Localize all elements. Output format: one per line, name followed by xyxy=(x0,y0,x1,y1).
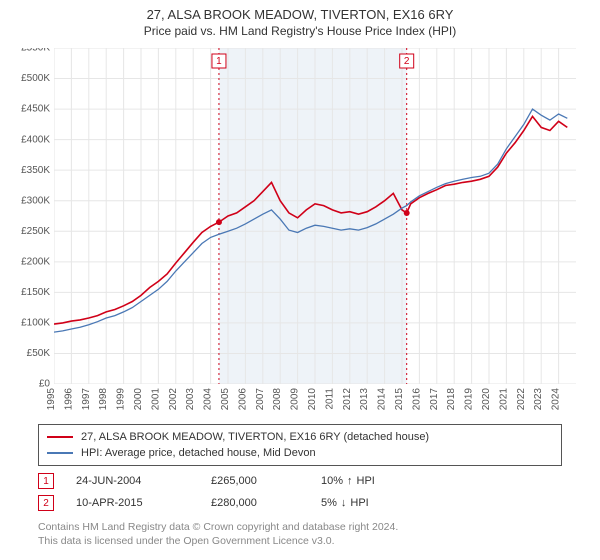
svg-text:£350K: £350K xyxy=(21,165,50,176)
legend-item: HPI: Average price, detached house, Mid … xyxy=(47,445,553,461)
plot-area: 12 xyxy=(54,48,576,384)
svg-text:2022: 2022 xyxy=(516,388,527,411)
sale-marker-box: 2 xyxy=(38,495,54,511)
svg-text:1998: 1998 xyxy=(98,388,109,411)
svg-text:£100K: £100K xyxy=(21,318,50,329)
svg-text:£200K: £200K xyxy=(21,256,50,267)
legend-swatch xyxy=(47,436,73,438)
svg-text:2004: 2004 xyxy=(203,388,214,411)
svg-text:2021: 2021 xyxy=(498,388,509,411)
svg-text:2018: 2018 xyxy=(446,388,457,411)
svg-text:2003: 2003 xyxy=(185,388,196,411)
svg-text:2016: 2016 xyxy=(411,388,422,411)
delta-pct: 5% xyxy=(321,497,337,509)
arrow-down-icon: ↓ xyxy=(341,497,347,509)
svg-text:£400K: £400K xyxy=(21,134,50,145)
svg-text:2: 2 xyxy=(404,56,410,67)
svg-text:2007: 2007 xyxy=(255,388,266,411)
chart-subtitle: Price paid vs. HM Land Registry's House … xyxy=(0,24,600,42)
sale-date: 24-JUN-2004 xyxy=(76,475,211,487)
svg-text:2020: 2020 xyxy=(481,388,492,411)
svg-text:2015: 2015 xyxy=(394,388,405,411)
table-row: 1 24-JUN-2004 £265,000 10% ↑ HPI xyxy=(38,470,562,492)
svg-text:2024: 2024 xyxy=(551,388,562,411)
svg-text:2023: 2023 xyxy=(533,388,544,411)
delta-suffix: HPI xyxy=(350,497,368,509)
svg-text:2002: 2002 xyxy=(168,388,179,411)
sale-price: £280,000 xyxy=(211,497,321,509)
legend-label: 27, ALSA BROOK MEADOW, TIVERTON, EX16 6R… xyxy=(81,431,429,443)
svg-text:2013: 2013 xyxy=(359,388,370,411)
svg-text:1999: 1999 xyxy=(116,388,127,411)
table-row: 2 10-APR-2015 £280,000 5% ↓ HPI xyxy=(38,492,562,514)
svg-text:2014: 2014 xyxy=(377,388,388,411)
sale-delta: 10% ↑ HPI xyxy=(321,475,375,487)
sales-table: 1 24-JUN-2004 £265,000 10% ↑ HPI 2 10-AP… xyxy=(38,470,562,514)
svg-text:2009: 2009 xyxy=(290,388,301,411)
legend-swatch xyxy=(47,452,73,454)
svg-text:£150K: £150K xyxy=(21,287,50,298)
delta-pct: 10% xyxy=(321,475,343,487)
footnote: Contains HM Land Registry data © Crown c… xyxy=(38,520,398,548)
svg-text:2017: 2017 xyxy=(429,388,440,411)
svg-text:2000: 2000 xyxy=(133,388,144,411)
sale-delta: 5% ↓ HPI xyxy=(321,497,369,509)
svg-text:2001: 2001 xyxy=(150,388,161,411)
sale-marker-box: 1 xyxy=(38,473,54,489)
sale-marker-num: 1 xyxy=(43,476,49,487)
svg-text:1995: 1995 xyxy=(46,388,57,411)
legend-item: 27, ALSA BROOK MEADOW, TIVERTON, EX16 6R… xyxy=(47,429,553,445)
sale-marker-num: 2 xyxy=(43,498,49,509)
chart-title: 27, ALSA BROOK MEADOW, TIVERTON, EX16 6R… xyxy=(0,0,600,24)
sale-price: £265,000 xyxy=(211,475,321,487)
sale-date: 10-APR-2015 xyxy=(76,497,211,509)
svg-text:£50K: £50K xyxy=(27,348,51,359)
svg-text:2008: 2008 xyxy=(272,388,283,411)
legend-label: HPI: Average price, detached house, Mid … xyxy=(81,447,316,459)
delta-suffix: HPI xyxy=(357,475,375,487)
svg-text:2019: 2019 xyxy=(464,388,475,411)
footnote-line: Contains HM Land Registry data © Crown c… xyxy=(38,520,398,534)
svg-text:2010: 2010 xyxy=(307,388,318,411)
svg-text:2005: 2005 xyxy=(220,388,231,411)
chart-svg: 12 xyxy=(54,48,576,384)
chart-container: 27, ALSA BROOK MEADOW, TIVERTON, EX16 6R… xyxy=(0,0,600,560)
footnote-line: This data is licensed under the Open Gov… xyxy=(38,534,398,548)
svg-text:£550K: £550K xyxy=(21,48,50,54)
svg-text:2012: 2012 xyxy=(342,388,353,411)
svg-text:1: 1 xyxy=(216,56,222,67)
svg-text:1997: 1997 xyxy=(81,388,92,411)
arrow-up-icon: ↑ xyxy=(347,475,353,487)
svg-text:2011: 2011 xyxy=(324,388,335,410)
svg-text:£300K: £300K xyxy=(21,195,50,206)
svg-text:£250K: £250K xyxy=(21,226,50,237)
svg-text:£450K: £450K xyxy=(21,104,50,115)
svg-text:1996: 1996 xyxy=(63,388,74,411)
svg-text:2006: 2006 xyxy=(237,388,248,411)
legend: 27, ALSA BROOK MEADOW, TIVERTON, EX16 6R… xyxy=(38,424,562,466)
svg-text:£500K: £500K xyxy=(21,73,50,84)
